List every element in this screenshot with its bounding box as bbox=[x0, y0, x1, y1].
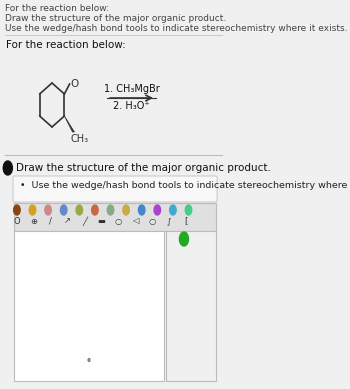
Text: 2. H₃O⁺: 2. H₃O⁺ bbox=[113, 101, 150, 111]
Circle shape bbox=[185, 205, 192, 215]
Text: ○: ○ bbox=[115, 217, 122, 226]
Circle shape bbox=[107, 205, 114, 215]
FancyBboxPatch shape bbox=[13, 176, 217, 202]
Bar bbox=[166, 231, 216, 381]
Circle shape bbox=[29, 205, 36, 215]
Text: CH₃: CH₃ bbox=[71, 134, 89, 144]
Circle shape bbox=[180, 232, 189, 246]
Circle shape bbox=[76, 205, 83, 215]
Text: For the reaction below:: For the reaction below: bbox=[5, 4, 109, 13]
Text: 1. CH₃MgBr: 1. CH₃MgBr bbox=[104, 84, 160, 94]
Text: ◁: ◁ bbox=[132, 217, 139, 226]
Circle shape bbox=[154, 205, 161, 215]
Circle shape bbox=[14, 205, 20, 215]
Circle shape bbox=[3, 161, 12, 175]
Circle shape bbox=[170, 205, 176, 215]
Bar bbox=[0, 0, 228, 60]
Text: ⊕: ⊕ bbox=[30, 217, 37, 226]
Polygon shape bbox=[64, 116, 75, 132]
Text: ▬: ▬ bbox=[97, 217, 105, 226]
Text: ↗: ↗ bbox=[64, 217, 71, 226]
Bar bbox=[14, 231, 164, 381]
Text: Draw the structure of the major organic product.: Draw the structure of the major organic … bbox=[5, 14, 226, 23]
Text: •  Use the wedge/hash bond tools to indicate stereochemistry where it exists.: • Use the wedge/hash bond tools to indic… bbox=[20, 181, 350, 190]
Text: Use the wedge/hash bond tools to indicate stereochemistry where it exists.: Use the wedge/hash bond tools to indicat… bbox=[5, 24, 348, 33]
Text: ○: ○ bbox=[148, 217, 156, 226]
Text: [: [ bbox=[184, 217, 188, 226]
Text: ∫: ∫ bbox=[167, 217, 171, 226]
Circle shape bbox=[61, 205, 67, 215]
Circle shape bbox=[92, 205, 98, 215]
Text: ╱: ╱ bbox=[82, 216, 87, 226]
Circle shape bbox=[139, 205, 145, 215]
Text: /: / bbox=[49, 217, 52, 226]
Text: Draw the structure of the major organic product.: Draw the structure of the major organic … bbox=[16, 163, 271, 173]
Circle shape bbox=[88, 359, 90, 361]
Text: For the reaction below:: For the reaction below: bbox=[7, 40, 126, 50]
Circle shape bbox=[123, 205, 130, 215]
Circle shape bbox=[45, 205, 51, 215]
Bar bbox=[14, 203, 216, 231]
Text: O: O bbox=[70, 79, 78, 89]
Text: O: O bbox=[14, 217, 20, 226]
